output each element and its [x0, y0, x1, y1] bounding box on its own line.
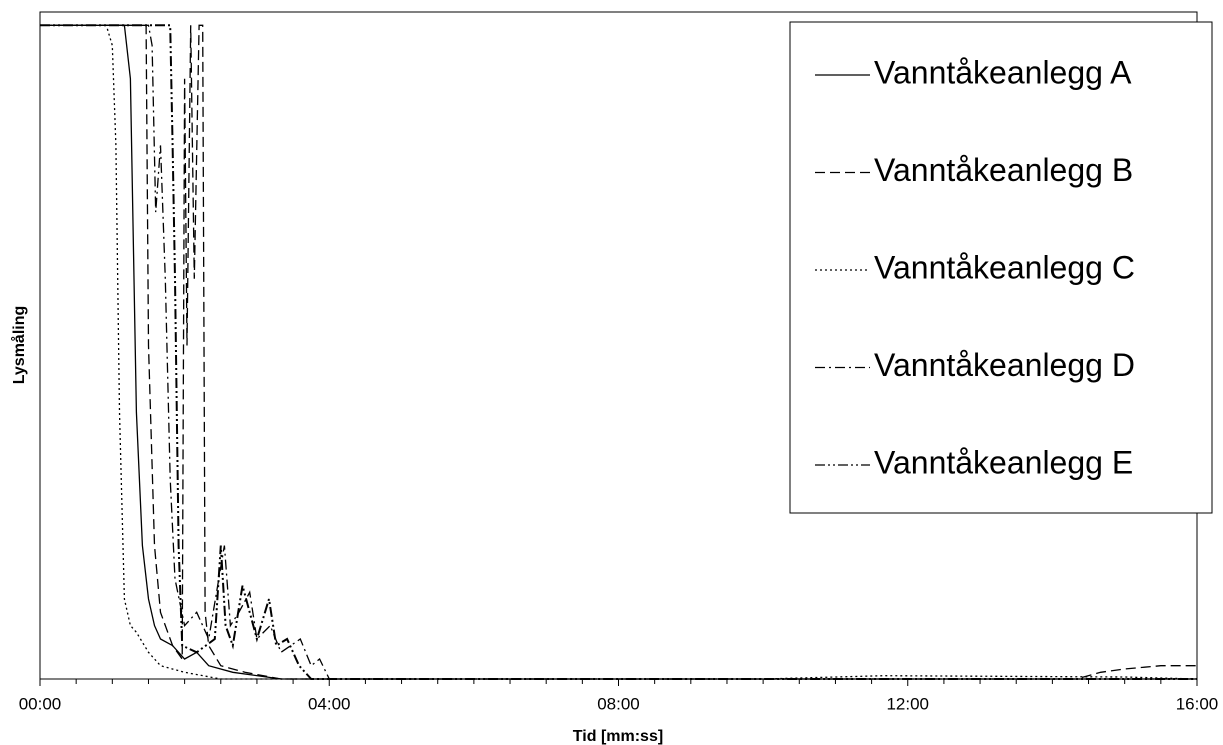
series-line [40, 24, 1197, 680]
x-tick-label: 04:00 [308, 694, 351, 713]
x-tick-label: 08:00 [597, 694, 640, 713]
series-line [40, 24, 1197, 680]
legend-label: Vanntåkeanlegg D [874, 347, 1135, 383]
series-line [40, 24, 1197, 680]
x-tick-label: 16:00 [1176, 694, 1219, 713]
legend-label: Vanntåkeanlegg E [874, 444, 1133, 480]
legend-box [789, 21, 1213, 514]
x-tick-label: 12:00 [886, 694, 929, 713]
legend-label: Vanntåkeanlegg A [874, 54, 1132, 90]
x-axis-label: Tid [mm:ss] [573, 728, 663, 745]
series-line [40, 24, 1197, 680]
y-axis-label: Lysmåling [10, 306, 28, 385]
legend-label: Vanntåkeanlegg C [874, 249, 1135, 285]
x-tick-label: 00:00 [19, 694, 62, 713]
legend-label: Vanntåkeanlegg B [874, 152, 1133, 188]
